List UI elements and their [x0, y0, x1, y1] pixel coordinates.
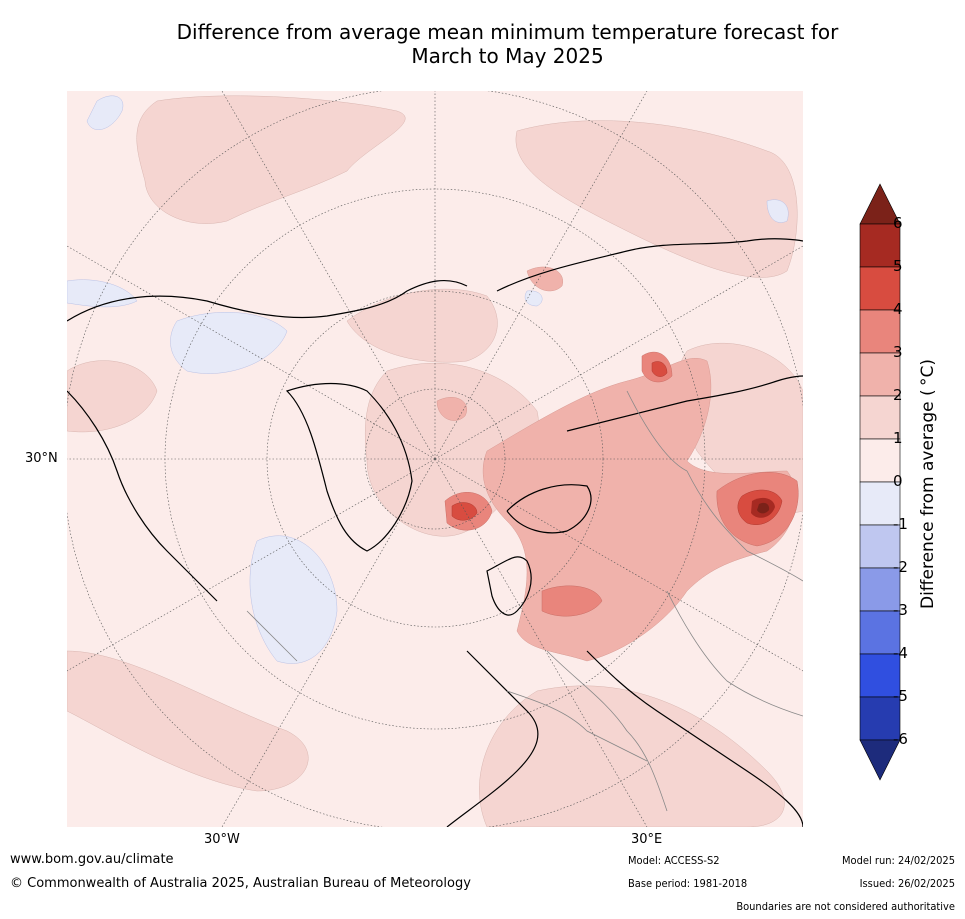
- colorbar-bin-m3-m2: [859, 567, 901, 612]
- model-run-date: Model run: 24/02/2025: [842, 854, 955, 867]
- graticule: [67, 91, 803, 827]
- colorbar-bin-4-5: [859, 266, 901, 311]
- colorbar-bin-5-6: [859, 223, 901, 268]
- coastlines: [67, 238, 803, 827]
- colorbar-tick-m1: -1: [893, 515, 908, 533]
- anomaly-1-to-2-regions: [67, 95, 803, 827]
- colorbar-tick-5: 5: [893, 257, 903, 275]
- issued-date: Issued: 26/02/2025: [859, 877, 955, 890]
- colorbar: [859, 183, 901, 781]
- colorbar-tick-6: 6: [893, 214, 903, 232]
- model-name: Model: ACCESS-S2: [628, 854, 720, 867]
- colorbar-tick-m6: -6: [893, 730, 908, 748]
- lon-label-30w: 30°W: [204, 832, 240, 847]
- colorbar-tick-3: 3: [893, 343, 903, 361]
- website-link[interactable]: www.bom.gov.au/climate: [10, 852, 174, 867]
- colorbar-tick-0: 0: [893, 472, 903, 490]
- base-period: Base period: 1981-2018: [628, 877, 748, 890]
- colorbar-lower-extend: [859, 739, 901, 781]
- anomaly-negative-regions: [67, 95, 789, 664]
- colorbar-bin-2-3: [859, 352, 901, 397]
- colorbar-bin-3-4: [859, 309, 901, 354]
- colorbar-bin-1-2: [859, 395, 901, 440]
- colorbar-bin-m2-m1: [859, 524, 901, 569]
- colorbar-tick-2: 2: [893, 386, 903, 404]
- colorbar-tick-m2: -2: [893, 558, 908, 576]
- colorbar-bin-m4-m3: [859, 610, 901, 655]
- lon-label-30e: 30°E: [631, 832, 663, 847]
- copyright-text: © Commonwealth of Australia 2025, Austra…: [10, 876, 471, 891]
- colorbar-bin-0-1: [859, 438, 901, 483]
- map-title-line1: Difference from average mean minimum tem…: [176, 20, 839, 44]
- map-title: Difference from average mean minimum tem…: [60, 20, 955, 68]
- colorbar-tick-m3: -3: [893, 601, 908, 619]
- anomaly-2-to-3-regions: [436, 266, 796, 662]
- colorbar-tick-4: 4: [893, 300, 903, 318]
- colorbar-tick-1: 1: [893, 429, 903, 447]
- country-borders: [246, 390, 803, 812]
- anomaly-5-plus-regions: [751, 497, 775, 518]
- forecast-map: [67, 91, 803, 827]
- colorbar-tick-m5: -5: [893, 687, 908, 705]
- boundaries-note: Boundaries are not considered authoritat…: [736, 900, 955, 913]
- colorbar-label: Difference from average ( °C): [918, 358, 938, 610]
- lat-label-30n: 30°N: [25, 451, 58, 466]
- map-title-line2: March to May 2025: [411, 44, 604, 68]
- colorbar-tick-m4: -4: [893, 644, 908, 662]
- colorbar-bin-m6-m5: [859, 696, 901, 741]
